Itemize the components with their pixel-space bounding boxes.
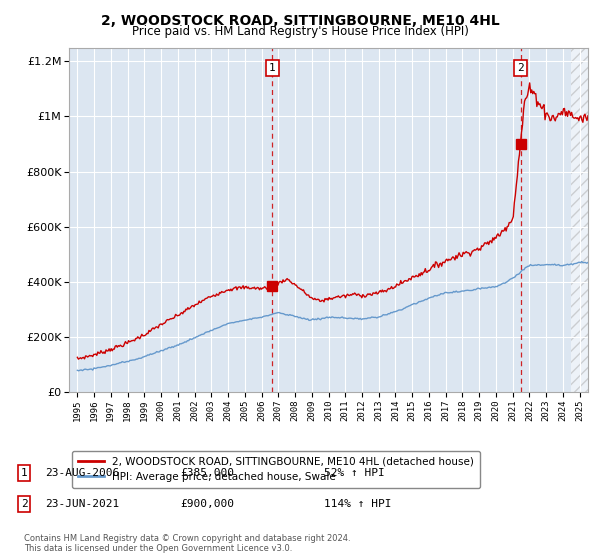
Text: 52% ↑ HPI: 52% ↑ HPI <box>324 468 385 478</box>
Text: Price paid vs. HM Land Registry's House Price Index (HPI): Price paid vs. HM Land Registry's House … <box>131 25 469 38</box>
Text: 2: 2 <box>517 63 524 73</box>
Text: 2: 2 <box>20 499 28 509</box>
Text: £385,000: £385,000 <box>180 468 234 478</box>
Text: £900,000: £900,000 <box>180 499 234 509</box>
Text: 23-AUG-2006: 23-AUG-2006 <box>45 468 119 478</box>
Text: 114% ↑ HPI: 114% ↑ HPI <box>324 499 392 509</box>
Legend: 2, WOODSTOCK ROAD, SITTINGBOURNE, ME10 4HL (detached house), HPI: Average price,: 2, WOODSTOCK ROAD, SITTINGBOURNE, ME10 4… <box>71 451 481 488</box>
Text: 1: 1 <box>269 63 276 73</box>
Text: 1: 1 <box>20 468 28 478</box>
Text: 23-JUN-2021: 23-JUN-2021 <box>45 499 119 509</box>
Text: Contains HM Land Registry data © Crown copyright and database right 2024.
This d: Contains HM Land Registry data © Crown c… <box>24 534 350 553</box>
Text: 2, WOODSTOCK ROAD, SITTINGBOURNE, ME10 4HL: 2, WOODSTOCK ROAD, SITTINGBOURNE, ME10 4… <box>101 14 499 28</box>
